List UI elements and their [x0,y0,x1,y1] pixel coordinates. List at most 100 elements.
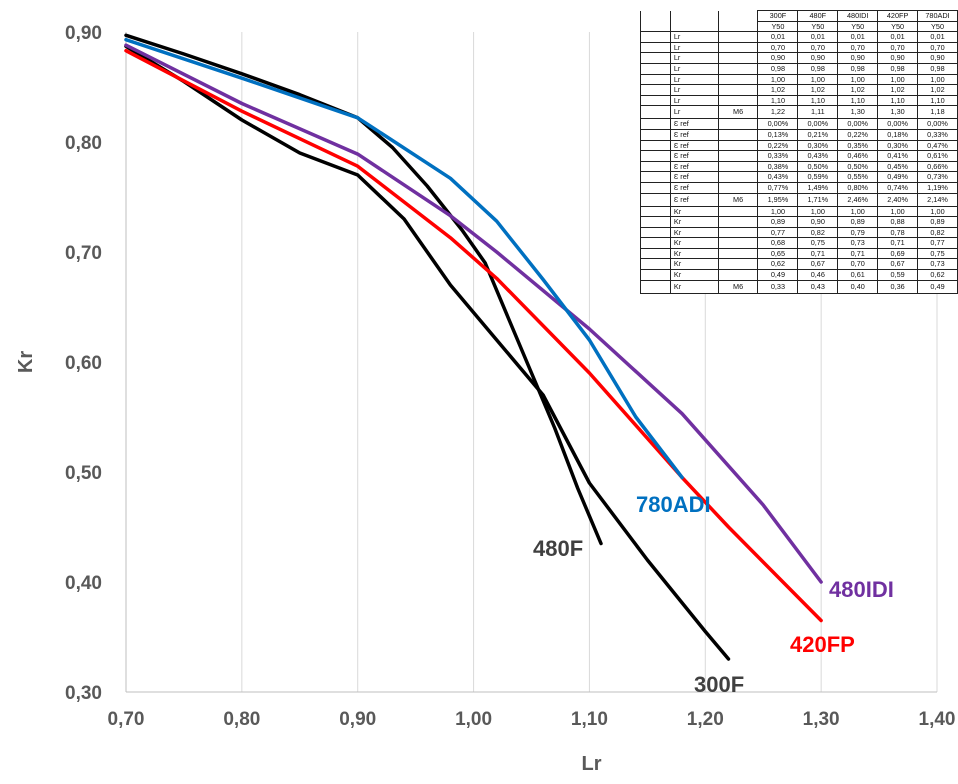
table-cell: 0,90 [877,52,919,64]
table-cell: 0,01 [837,31,879,43]
table-cell: 1,00 [797,73,839,86]
table-cell: 0,98 [797,62,839,75]
table-row-note: M6 [717,279,759,294]
table-cell: 1,00 [757,73,799,86]
series-line-780adi [124,37,684,480]
table-cell: 0,00% [877,118,919,130]
table-row-note [717,73,759,86]
table-cell: 0,89 [757,216,799,228]
y-tick-label: 0,60 [65,353,102,374]
table-cell: 0,22% [837,128,879,141]
table-cell: 0,65 [757,247,799,260]
table-cell-blank [640,171,671,183]
table-cell-blank [640,94,671,107]
table-cell-blank [640,226,671,239]
table-cell: 0,68 [757,237,799,249]
table-subheader-row: Y50 Y50 Y50 Y50 Y50 [640,20,958,33]
table-cell: 0,71 [877,237,919,249]
table-row-note [717,160,759,173]
table-cell-blank [640,105,671,120]
y-tick-label: 0,90 [65,23,102,44]
axes: 0,70 0,80 0,90 1,00 1,10 1,20 1,30 1,400,300,40… [15,23,955,775]
table-col-subheader: Y50 [917,20,958,33]
table-cell: 0,78 [877,226,919,239]
table-row-label: Ɛ ref [669,181,719,194]
table-row-note [717,181,759,194]
table-cell: 1,49% [797,181,839,194]
table-row: Kr 0,89 0,90 0,89 0,88 0,89 [640,216,958,228]
table-cell: 0,50% [797,160,839,173]
table-cell: 0,77 [917,237,958,249]
table-row: Lr 0,98 0,98 0,98 0,98 0,98 [640,62,958,75]
table-row-note [717,118,759,130]
table-cell: 0,70 [917,41,958,54]
table-row-label: Ɛ ref [669,128,719,141]
table-row-label: Lr [669,52,719,64]
table-cell: 0,98 [837,62,879,75]
table-cell: 1,10 [757,94,799,107]
series-line-420fp [124,48,823,623]
table-cell: 0,01 [917,31,958,43]
table-row-label: Kr [669,247,719,260]
table-row-label: Kr [669,226,719,239]
table-header-blank [717,10,759,22]
table-row-note [717,150,759,162]
table-cell: 1,30 [837,105,879,120]
table-cell: 0,98 [917,62,958,75]
table-cell-blank [640,216,671,228]
table-cell: 0,69 [877,247,919,260]
table-row-note [717,52,759,64]
table-row-note: M6 [717,105,759,120]
table-row-note [717,205,759,218]
series-label-480idi: 480IDI [829,577,894,602]
table-row-label: Ɛ ref [669,118,719,130]
table-cell: 0,90 [757,52,799,64]
table-cell: 1,02 [877,84,919,96]
table-cell: 1,02 [837,84,879,96]
table-cell: 2,40% [877,192,919,207]
table-row: Kr 0,49 0,46 0,61 0,59 0,62 [640,269,958,281]
table-cell: 0,89 [837,216,879,228]
table-cell-blank [640,128,671,141]
table-row-label: Ɛ ref [669,192,719,207]
table-row: Ɛ ref M6 1,95% 1,71% 2,46% 2,40% 2,14% [640,192,958,207]
table-row-note [717,94,759,107]
table-cell: 0,73% [917,171,958,183]
x-tick-label: 0,80 [223,709,260,730]
table-row-note [717,139,759,152]
table-header-blank [717,21,759,32]
table-cell: 1,10 [877,94,919,107]
table-cell-blank [640,269,671,281]
table-cell: 0,77 [757,226,799,239]
table-cell: 0,61% [917,150,958,162]
table-row-note [717,171,759,183]
table-row-label: Lr [669,62,719,75]
table-cell-blank [640,192,671,207]
x-tick-label: 1,00 [455,709,492,730]
table-cell-blank [640,62,671,75]
table-row-label: Kr [669,269,719,281]
table-cell: 0,61 [837,269,879,281]
table-row-note: M6 [717,192,759,207]
table-cell: 1,00 [797,205,839,218]
table-cell: 0,33 [757,279,799,294]
table-cell: 0,49 [757,269,799,281]
table-cell-blank [640,237,671,249]
series-label-780adi: 780ADI [636,492,711,517]
table-row: Lr 1,02 1,02 1,02 1,02 1,02 [640,84,958,96]
y-tick-label: 0,40 [65,573,102,594]
table-row-label: Kr [669,258,719,271]
table-row: Ɛ ref 0,33% 0,43% 0,46% 0,41% 0,61% [640,150,958,162]
table-row-label: Kr [669,279,719,294]
table-cell: 0,90 [917,52,958,64]
table-row-note [717,269,759,281]
table-row: Ɛ ref 0,00% 0,00% 0,00% 0,00% 0,00% [640,118,958,130]
table-row-label: Lr [669,84,719,96]
x-tick-label: 0,90 [339,709,376,730]
table-cell: 0,50% [837,160,879,173]
table-cell: 1,00 [837,205,879,218]
table-cell: 0,21% [797,128,839,141]
table-cell: 0,98 [877,62,919,75]
table-cell: 0,67 [877,258,919,271]
y-axis-title: Kr [15,351,37,373]
